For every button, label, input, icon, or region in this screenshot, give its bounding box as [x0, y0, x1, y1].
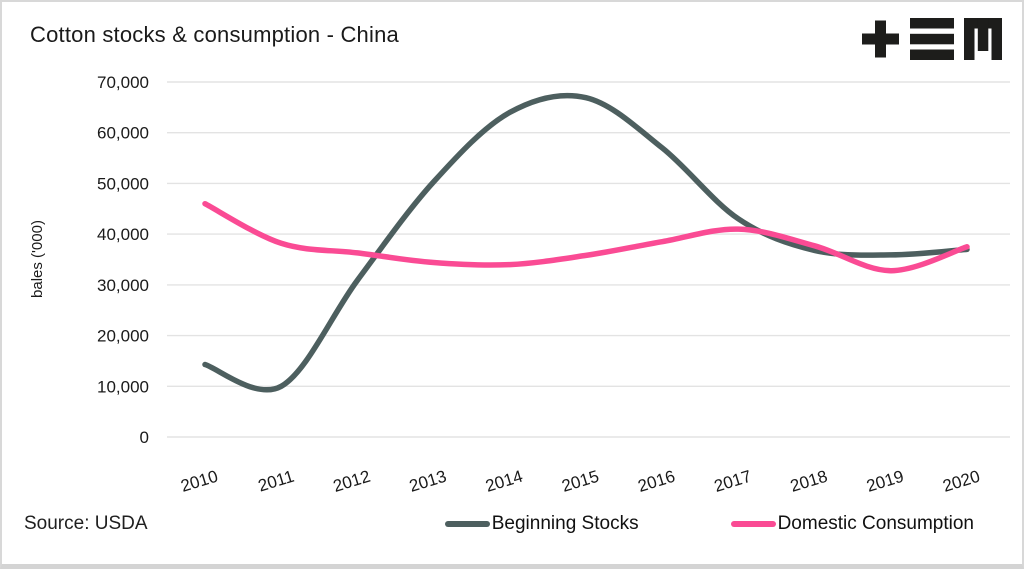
- tem-logo-glyphs: [862, 18, 1002, 60]
- y-tick-label: 50,000: [97, 174, 149, 193]
- y-axis-title: bales ('000): [29, 220, 46, 298]
- gridlines: [167, 81, 1010, 438]
- y-tick-label: 40,000: [97, 225, 149, 244]
- x-tick-label: 2018: [788, 467, 830, 496]
- y-tick-label: 30,000: [97, 276, 149, 295]
- chart-title: Cotton stocks & consumption - China: [30, 22, 399, 47]
- y-tick-label: 70,000: [97, 73, 149, 92]
- y-tick-label: 60,000: [97, 124, 149, 143]
- x-tick-label: 2020: [940, 467, 982, 496]
- legend-swatch-beginning-stocks: [444, 521, 490, 527]
- chart-footer: Source: USDA Beginning Stocks Domestic C…: [2, 505, 1022, 535]
- y-tick-label: 0: [140, 428, 149, 447]
- legend-item-domestic-consumption: Domestic Consumption: [730, 513, 974, 535]
- x-tick-label: 2019: [864, 467, 906, 496]
- legend-label-domestic-consumption: Domestic Consumption: [777, 513, 974, 534]
- legend: Beginning Stocks Domestic Consumption: [444, 513, 974, 535]
- domestic-consumption-line: [202, 200, 970, 274]
- legend-item-beginning-stocks: Beginning Stocks: [444, 513, 639, 535]
- y-tick-labels: 0 10,000 20,000 30,000 40,000 50,000 60,000 70,…: [97, 73, 149, 447]
- source-label: Source: USDA: [24, 513, 148, 534]
- chart-header: Cotton stocks & consumption - China: [2, 2, 1022, 60]
- x-tick-labels: 2010 2011 2012 2013 2014 2015 2016 2017 2018 2019…: [178, 467, 982, 496]
- legend-swatch-domestic-consumption: [730, 521, 776, 527]
- tem-logo-icon: [862, 18, 1002, 60]
- legend-label-beginning-stocks: Beginning Stocks: [491, 513, 639, 534]
- x-tick-label: 2010: [178, 467, 220, 496]
- x-tick-label: 2014: [483, 467, 525, 496]
- x-tick-label: 2015: [559, 467, 601, 496]
- x-tick-label: 2017: [712, 467, 754, 496]
- y-tick-label: 10,000: [97, 377, 149, 396]
- x-tick-label: 2011: [256, 467, 297, 496]
- x-tick-label: 2012: [331, 467, 373, 496]
- x-tick-label: 2016: [636, 467, 678, 496]
- beginning-stocks-line: [202, 92, 970, 393]
- line-chart: 0 10,000 20,000 30,000 40,000 50,000 60,000 70,…: [29, 73, 1010, 496]
- x-tick-label: 2013: [407, 467, 449, 496]
- y-tick-label: 20,000: [97, 327, 149, 346]
